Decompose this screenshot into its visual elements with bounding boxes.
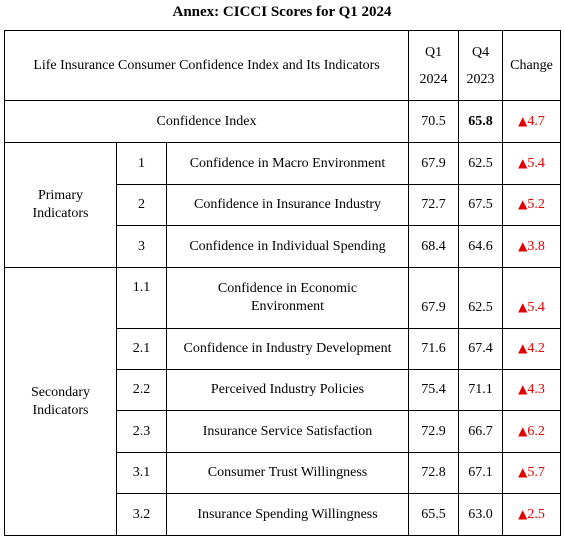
table-row: 2.2 Perceived Industry Policies 75.4 71.…	[5, 369, 562, 411]
table-row: 2.1 Confidence in Industry Development 7…	[5, 328, 562, 370]
row-name: Confidence in Individual Spending	[165, 225, 410, 268]
row-name: Insurance Service Satisfaction	[165, 410, 410, 453]
table-row: 3.1 Consumer Trust Willingness 72.8 67.1…	[5, 452, 562, 494]
row-q1: 72.7	[408, 184, 460, 226]
confidence-index-row: Confidence Index 70.5 65.8 ▲4.7	[3, 100, 562, 143]
primary-label-line2: Indicators	[32, 206, 89, 221]
table-row: 3 Confidence in Individual Spending 68.4…	[5, 225, 562, 268]
row-number: 3	[116, 225, 167, 268]
row-change: ▲5.2	[502, 184, 562, 226]
secondary-label-line2: Indicators	[32, 402, 89, 418]
row-q1: 72.9	[408, 410, 460, 453]
index-name: Confidence Index	[3, 100, 410, 143]
row-name: Consumer Trust Willingness	[165, 452, 410, 494]
row-change: ▲5.4	[502, 142, 562, 185]
row-number: 2.3	[116, 410, 167, 453]
header-q1-2024: Q1 2024	[408, 30, 460, 101]
row-name: Perceived Industry Policies	[165, 369, 410, 411]
row-change: ▲5.4	[502, 267, 562, 329]
row-q1: 71.6	[408, 328, 460, 370]
header-q4: Q4	[471, 44, 490, 60]
header-change: Change	[502, 30, 562, 101]
row-number: 2.1	[116, 328, 167, 370]
row-q4: 67.4	[458, 328, 504, 370]
header-q1: Q1	[424, 44, 443, 60]
row-q1: 75.4	[408, 369, 460, 411]
up-triangle-icon: ▲	[518, 423, 528, 438]
up-triangle-icon: ▲	[518, 506, 528, 521]
row-number: 1	[116, 142, 167, 185]
up-triangle-icon: ▲	[518, 238, 528, 253]
row-q4: 63.0	[458, 493, 504, 536]
index-q4: 65.8	[458, 100, 504, 143]
row-name: Insurance Spending Willingness	[165, 493, 410, 536]
row-q4: 71.1	[458, 369, 504, 411]
row-number: 1.1	[116, 267, 167, 329]
row-change-value: 4.3	[527, 382, 545, 397]
index-change-value: 4.7	[527, 113, 545, 129]
row-change-value: 3.8	[527, 238, 545, 254]
row-q1: 72.8	[408, 452, 460, 494]
row-name: Confidence in Economic Environment	[165, 267, 410, 329]
row-change-value: 5.2	[527, 197, 545, 212]
index-q1: 70.5	[408, 100, 460, 143]
table-row: Primary Indicators 1 Confidence in Macro…	[4, 142, 562, 268]
row-number: 2.2	[116, 369, 167, 411]
row-change: ▲3.8	[502, 225, 562, 268]
row-number: 3.2	[116, 493, 167, 536]
row-name: Confidence in Macro Environment	[165, 142, 410, 185]
header-indicator-label: Life Insurance Consumer Confidence Index…	[3, 30, 410, 101]
index-change: ▲4.7	[502, 100, 562, 143]
row-q4: 64.6	[458, 225, 504, 268]
table-row: Secondary Indicators 1.1 Confidence in E…	[4, 267, 562, 536]
up-triangle-icon: ▲	[518, 113, 528, 128]
row-change: ▲4.3	[502, 369, 562, 411]
cicci-scores-table: Life Insurance Consumer Confidence Index…	[3, 30, 562, 536]
row-change-value: 5.7	[527, 465, 545, 480]
up-triangle-icon: ▲	[518, 155, 528, 170]
header-2023: 2023	[466, 71, 495, 87]
row-q1: 68.4	[408, 225, 460, 268]
primary-label-line1: Primary	[37, 188, 84, 203]
row-change-value: 5.4	[527, 300, 545, 315]
row-q1: 67.9	[408, 267, 460, 329]
up-triangle-icon: ▲	[518, 465, 528, 479]
table-row: 2 Confidence in Insurance Industry 72.7 …	[5, 184, 562, 226]
row-number: 2	[116, 184, 167, 226]
row-change-value: 5.4	[527, 155, 545, 171]
row-q4: 67.5	[458, 184, 504, 226]
row-change-value: 4.2	[527, 341, 545, 356]
secondary-indicators-group: Secondary Indicators	[4, 267, 117, 536]
row-q4: 62.5	[458, 142, 504, 185]
row-q4: 67.1	[458, 452, 504, 494]
row-change: ▲4.2	[502, 328, 562, 370]
row-q4: 62.5	[458, 267, 504, 329]
secondary-label-line1: Secondary	[30, 384, 91, 400]
header-2024: 2024	[419, 71, 448, 87]
row-q4: 66.7	[458, 410, 504, 453]
up-triangle-icon: ▲	[518, 341, 528, 355]
row-change: ▲5.7	[502, 452, 562, 494]
header-row: Life Insurance Consumer Confidence Index…	[3, 30, 562, 101]
row-number: 3.1	[116, 452, 167, 494]
row-q1: 65.5	[408, 493, 460, 536]
row-name: Confidence in Insurance Industry	[165, 184, 410, 226]
row-change: ▲2.5	[502, 493, 562, 536]
page-title: Annex: CICCI Scores for Q1 2024	[172, 4, 392, 20]
header-q4-2023: Q4 2023	[458, 30, 504, 101]
row-q1: 67.9	[408, 142, 460, 185]
primary-indicators-group: Primary Indicators	[4, 142, 117, 268]
row-name-line1: Confidence in Economic	[217, 281, 358, 296]
row-change-value: 2.5	[527, 506, 545, 522]
table-row: 3.2 Insurance Spending Willingness 65.5 …	[5, 493, 562, 536]
row-name: Confidence in Industry Development	[165, 328, 410, 370]
up-triangle-icon: ▲	[518, 197, 528, 211]
row-name-line2: Environment	[250, 299, 325, 314]
row-change-value: 6.2	[527, 423, 545, 439]
up-triangle-icon: ▲	[518, 382, 528, 396]
row-change: ▲6.2	[502, 410, 562, 453]
up-triangle-icon: ▲	[518, 300, 528, 314]
